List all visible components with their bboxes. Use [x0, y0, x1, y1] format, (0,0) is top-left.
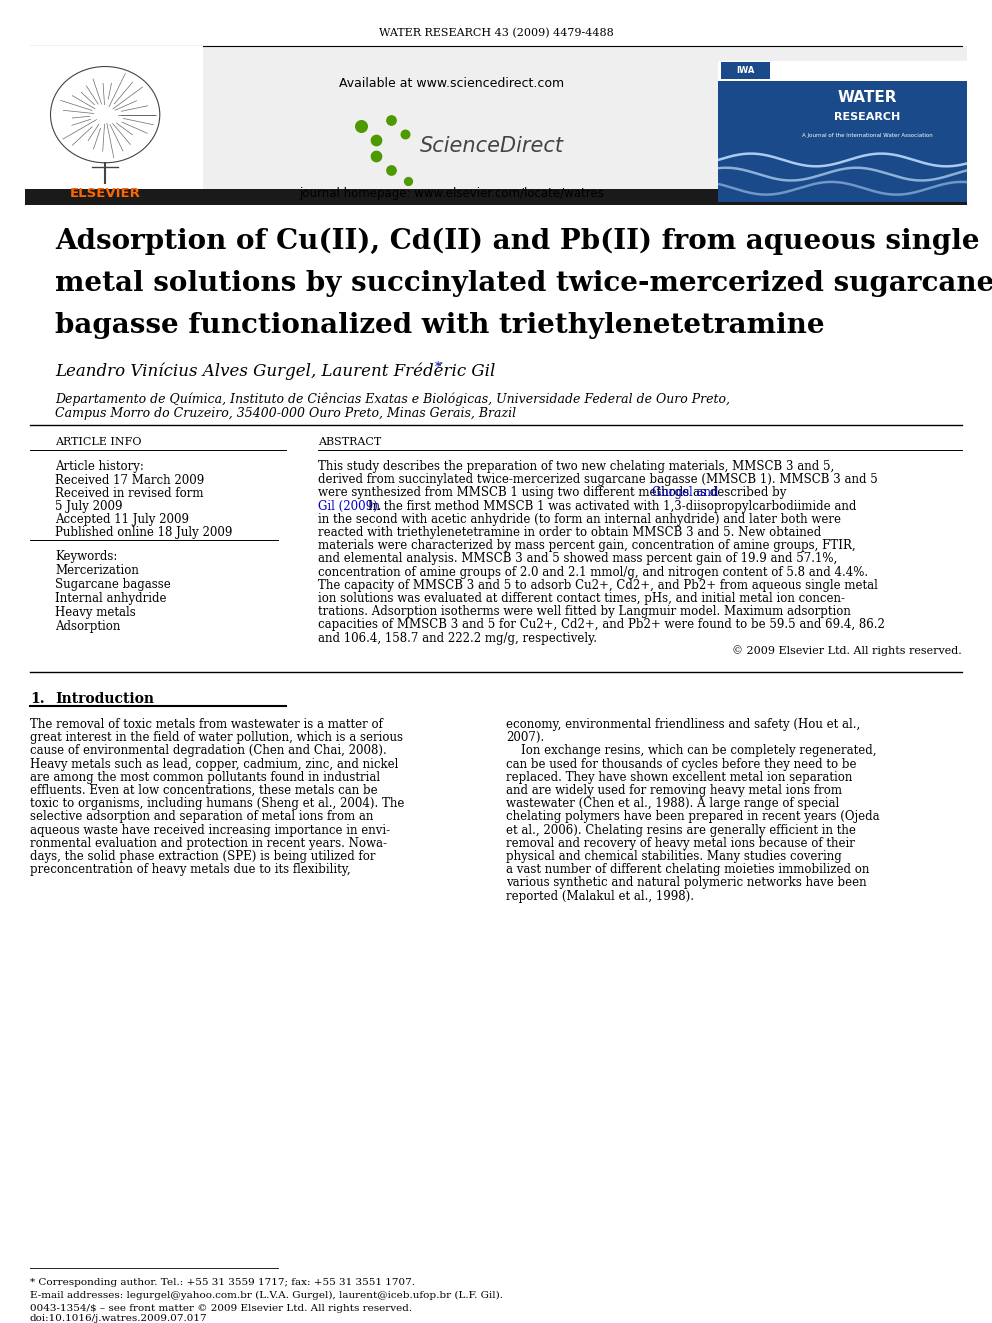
Text: toxic to organisms, including humans (Sheng et al., 2004). The: toxic to organisms, including humans (Sh… [30, 798, 405, 810]
FancyBboxPatch shape [718, 61, 967, 81]
Text: and are widely used for removing heavy metal ions from: and are widely used for removing heavy m… [506, 785, 842, 796]
Text: effluents. Even at low concentrations, these metals can be: effluents. Even at low concentrations, t… [30, 785, 378, 796]
FancyBboxPatch shape [25, 189, 967, 205]
Text: Gurgel and: Gurgel and [653, 487, 719, 499]
Text: IWA: IWA [736, 66, 755, 75]
Text: Adsorption: Adsorption [55, 620, 120, 632]
Text: reported (Malakul et al., 1998).: reported (Malakul et al., 1998). [506, 889, 694, 902]
Text: were synthesized from MMSCB 1 using two different methods as described by: were synthesized from MMSCB 1 using two … [318, 487, 790, 499]
Text: derived from succinylated twice-mercerized sugarcane bagasse (MMSCB 1). MMSCB 3 : derived from succinylated twice-merceriz… [318, 474, 878, 486]
Text: Heavy metals such as lead, copper, cadmium, zinc, and nickel: Heavy metals such as lead, copper, cadmi… [30, 758, 399, 770]
Text: RESEARCH: RESEARCH [834, 112, 901, 123]
Text: Keywords:: Keywords: [55, 550, 117, 564]
Text: Sugarcane bagasse: Sugarcane bagasse [55, 578, 171, 591]
Text: E-mail addresses: legurgel@yahoo.com.br (L.V.A. Gurgel), laurent@iceb.ufop.br (L: E-mail addresses: legurgel@yahoo.com.br … [30, 1291, 503, 1301]
Point [353, 115, 369, 136]
Point [368, 146, 384, 167]
Text: aqueous waste have received increasing importance in envi-: aqueous waste have received increasing i… [30, 824, 390, 836]
Text: a vast number of different chelating moieties immobilized on: a vast number of different chelating moi… [506, 863, 869, 876]
Text: ELSEVIER: ELSEVIER [69, 187, 141, 200]
Text: Leandro Vinícius Alves Gurgel, Laurent Frédéric Gil: Leandro Vinícius Alves Gurgel, Laurent F… [55, 363, 495, 381]
Text: Article history:: Article history: [55, 460, 144, 474]
Text: and 106.4, 158.7 and 222.2 mg/g, respectively.: and 106.4, 158.7 and 222.2 mg/g, respect… [318, 631, 597, 644]
Text: Received 17 March 2009: Received 17 March 2009 [55, 474, 204, 487]
Text: Heavy metals: Heavy metals [55, 606, 136, 619]
Text: Received in revised form: Received in revised form [55, 487, 203, 500]
Text: Ion exchange resins, which can be completely regenerated,: Ion exchange resins, which can be comple… [506, 745, 877, 757]
Text: can be used for thousands of cycles before they need to be: can be used for thousands of cycles befo… [506, 758, 856, 770]
FancyBboxPatch shape [25, 46, 203, 194]
Text: great interest in the field of water pollution, which is a serious: great interest in the field of water pol… [30, 732, 403, 745]
Text: in the second with acetic anhydride (to form an internal anhydride) and later bo: in the second with acetic anhydride (to … [318, 513, 841, 525]
Text: trations. Adsorption isotherms were well fitted by Langmuir model. Maximum adsor: trations. Adsorption isotherms were well… [318, 605, 851, 618]
Text: concentration of amine groups of 2.0 and 2.1 mmol/g, and nitrogen content of 5.8: concentration of amine groups of 2.0 and… [318, 566, 868, 578]
Text: bagasse functionalized with triethylenetetramine: bagasse functionalized with triethylenet… [55, 312, 824, 339]
Text: Campus Morro do Cruzeiro, 35400-000 Ouro Preto, Minas Gerais, Brazil: Campus Morro do Cruzeiro, 35400-000 Ouro… [55, 407, 516, 419]
Text: are among the most common pollutants found in industrial: are among the most common pollutants fou… [30, 771, 380, 783]
Text: Gil (2009).: Gil (2009). [318, 500, 382, 512]
Text: selective adsorption and separation of metal ions from an: selective adsorption and separation of m… [30, 811, 373, 823]
Text: various synthetic and natural polymeric networks have been: various synthetic and natural polymeric … [506, 876, 867, 889]
Text: Mercerization: Mercerization [55, 564, 139, 577]
Text: capacities of MMSCB 3 and 5 for Cu2+, Cd2+, and Pb2+ were found to be 59.5 and 6: capacities of MMSCB 3 and 5 for Cu2+, Cd… [318, 618, 885, 631]
Text: Adsorption of Cu(II), Cd(II) and Pb(II) from aqueous single: Adsorption of Cu(II), Cd(II) and Pb(II) … [55, 228, 980, 255]
Text: chelating polymers have been prepared in recent years (Ojeda: chelating polymers have been prepared in… [506, 811, 880, 823]
Text: removal and recovery of heavy metal ions because of their: removal and recovery of heavy metal ions… [506, 837, 855, 849]
Text: et al., 2006). Chelating resins are generally efficient in the: et al., 2006). Chelating resins are gene… [506, 824, 856, 836]
Text: and elemental analysis. MMSCB 3 and 5 showed mass percent gain of 19.9 and 57.1%: and elemental analysis. MMSCB 3 and 5 sh… [318, 553, 837, 565]
Text: Accepted 11 July 2009: Accepted 11 July 2009 [55, 513, 189, 527]
Text: Internal anhydride: Internal anhydride [55, 591, 167, 605]
Text: Departamento de Química, Instituto de Ciências Exatas e Biológicas, Universidade: Departamento de Química, Instituto de Ci… [55, 393, 730, 406]
Text: ARTICLE INFO: ARTICLE INFO [55, 437, 142, 447]
Text: preconcentration of heavy metals due to its flexibility,: preconcentration of heavy metals due to … [30, 863, 350, 876]
Text: journal homepage: www.elsevier.com/locate/watres: journal homepage: www.elsevier.com/locat… [299, 188, 604, 200]
FancyBboxPatch shape [25, 46, 967, 194]
Text: economy, environmental friendliness and safety (Hou et al.,: economy, environmental friendliness and … [506, 718, 860, 732]
Text: Introduction: Introduction [55, 692, 154, 706]
FancyBboxPatch shape [721, 62, 771, 79]
Point [383, 110, 399, 131]
Text: Published online 18 July 2009: Published online 18 July 2009 [55, 527, 232, 538]
Text: The capacity of MMSCB 3 and 5 to adsorb Cu2+, Cd2+, and Pb2+ from aqueous single: The capacity of MMSCB 3 and 5 to adsorb … [318, 578, 878, 591]
Text: *: * [435, 361, 441, 374]
Text: cause of environmental degradation (Chen and Chai, 2008).: cause of environmental degradation (Chen… [30, 745, 387, 757]
Text: WATER: WATER [838, 90, 898, 105]
Text: This study describes the preparation of two new chelating materials, MMSCB 3 and: This study describes the preparation of … [318, 460, 834, 474]
Text: In the first method MMSCB 1 was activated with 1,3-diisopropylcarbodiimide and: In the first method MMSCB 1 was activate… [364, 500, 856, 512]
Text: © 2009 Elsevier Ltd. All rights reserved.: © 2009 Elsevier Ltd. All rights reserved… [732, 644, 962, 656]
Text: ABSTRACT: ABSTRACT [318, 437, 381, 447]
Text: WATER RESEARCH 43 (2009) 4479-4488: WATER RESEARCH 43 (2009) 4479-4488 [379, 28, 613, 38]
Text: ion solutions was evaluated at different contact times, pHs, and initial metal i: ion solutions was evaluated at different… [318, 591, 845, 605]
Text: wastewater (Chen et al., 1988). A large range of special: wastewater (Chen et al., 1988). A large … [506, 798, 839, 810]
Text: replaced. They have shown excellent metal ion separation: replaced. They have shown excellent meta… [506, 771, 852, 783]
Text: 0043-1354/$ – see front matter © 2009 Elsevier Ltd. All rights reserved.: 0043-1354/$ – see front matter © 2009 El… [30, 1304, 412, 1312]
Text: 5 July 2009: 5 July 2009 [55, 500, 122, 513]
Text: Available at www.sciencedirect.com: Available at www.sciencedirect.com [339, 77, 563, 90]
Point [383, 159, 399, 180]
Text: materials were characterized by mass percent gain, concentration of amine groups: materials were characterized by mass per… [318, 540, 856, 552]
Point [368, 130, 384, 151]
Text: reacted with triethylenetetramine in order to obtain MMSCB 3 and 5. New obtained: reacted with triethylenetetramine in ord… [318, 527, 821, 538]
Text: * Corresponding author. Tel.: +55 31 3559 1717; fax: +55 31 3551 1707.: * Corresponding author. Tel.: +55 31 355… [30, 1278, 415, 1287]
Text: 2007).: 2007). [506, 732, 545, 745]
Text: The removal of toxic metals from wastewater is a matter of: The removal of toxic metals from wastewa… [30, 718, 383, 732]
FancyBboxPatch shape [718, 61, 967, 202]
Text: physical and chemical stabilities. Many studies covering: physical and chemical stabilities. Many … [506, 849, 842, 863]
Text: 1.: 1. [30, 692, 45, 706]
Point [397, 124, 413, 146]
Text: metal solutions by succinylated twice-mercerized sugarcane: metal solutions by succinylated twice-me… [55, 270, 992, 296]
Text: A Journal of the International Water Association: A Journal of the International Water Ass… [803, 134, 933, 139]
Text: ronmental evaluation and protection in recent years. Nowa-: ronmental evaluation and protection in r… [30, 837, 387, 849]
Text: days, the solid phase extraction (SPE) is being utilized for: days, the solid phase extraction (SPE) i… [30, 849, 376, 863]
Text: doi:10.1016/j.watres.2009.07.017: doi:10.1016/j.watres.2009.07.017 [30, 1314, 207, 1323]
Point [400, 171, 416, 192]
Text: ScienceDirect: ScienceDirect [420, 136, 563, 156]
